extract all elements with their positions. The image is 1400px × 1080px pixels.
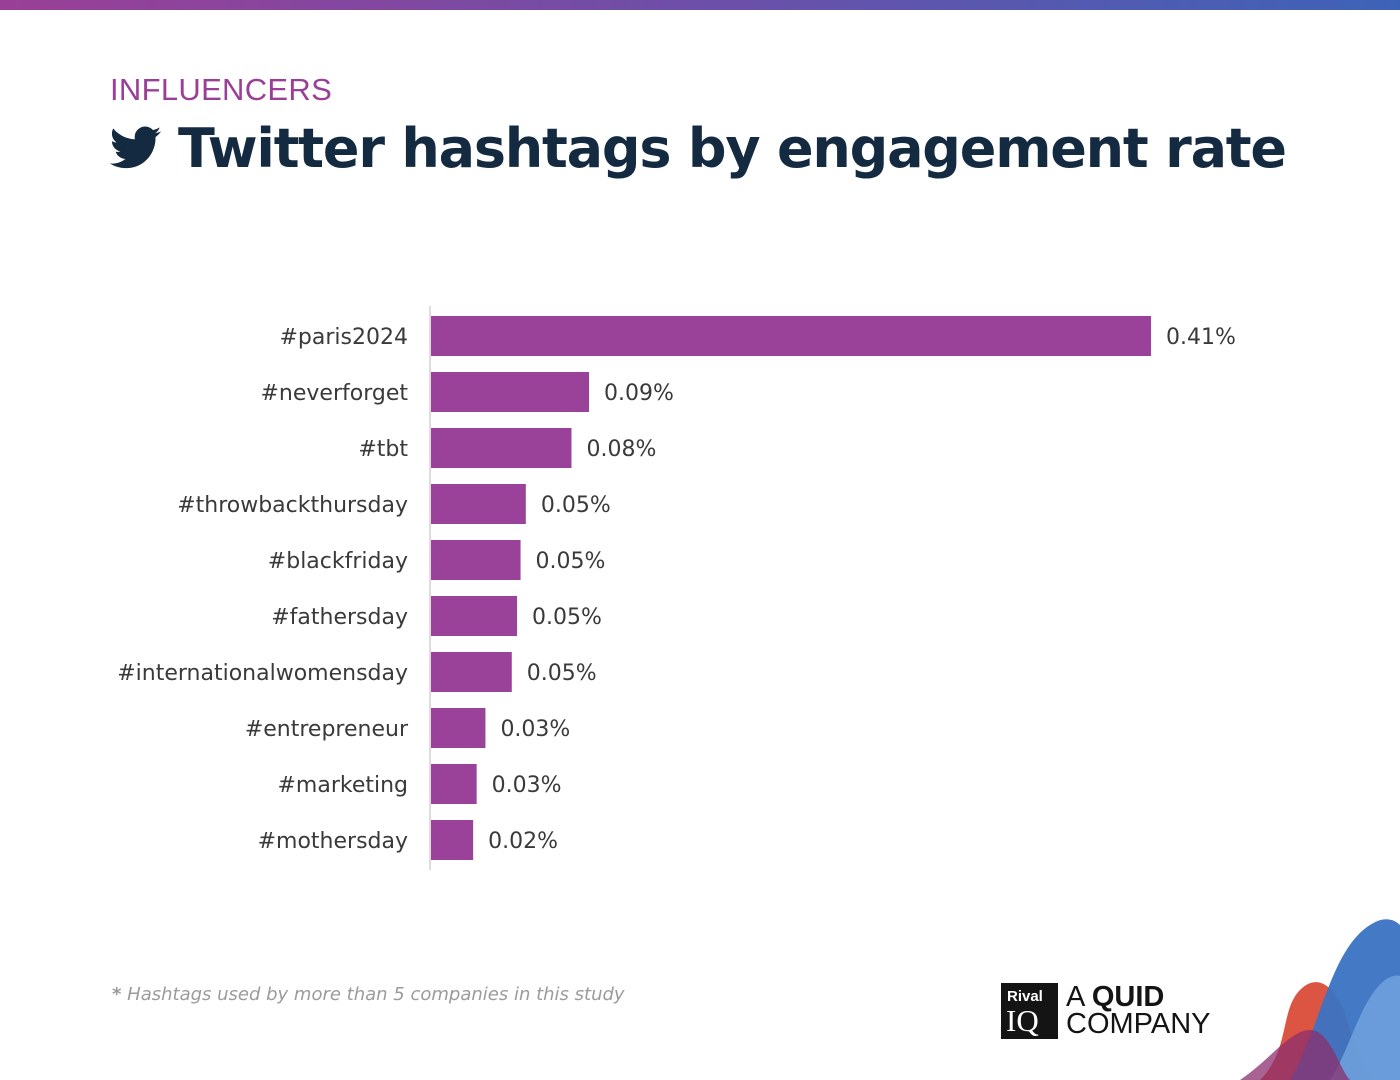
value-label: 0.03% — [492, 773, 562, 798]
decorative-waves — [1240, 919, 1400, 1080]
brand-text-company: COMPANY — [1066, 1008, 1211, 1040]
bar — [431, 540, 521, 580]
bar — [431, 820, 474, 860]
category-label: #throwbackthursday — [177, 493, 408, 518]
value-label: 0.02% — [488, 829, 558, 854]
category-label: #marketing — [277, 773, 408, 798]
logo-text-iq: IQ — [1006, 1003, 1039, 1038]
category-label: #tbt — [358, 437, 408, 462]
category-label: #fathersday — [271, 605, 408, 630]
bar — [431, 652, 512, 692]
top-gradient-bar — [0, 0, 1400, 10]
value-label: 0.03% — [500, 717, 570, 742]
value-label: 0.05% — [541, 493, 611, 518]
category-label: #paris2024 — [280, 325, 409, 350]
bar — [431, 316, 1151, 356]
category-label: #internationalwomensday — [117, 661, 408, 686]
rival-iq-logo: Rival IQ — [1001, 983, 1058, 1039]
value-label: 0.08% — [586, 437, 656, 462]
bar — [431, 372, 590, 412]
category-label: #mothersday — [258, 829, 408, 854]
twitter-bird-icon — [110, 126, 162, 169]
logo-text-rival: Rival — [1007, 988, 1043, 1005]
value-label: 0.05% — [532, 605, 602, 630]
bar — [431, 484, 526, 524]
value-label: 0.05% — [527, 661, 597, 686]
bar — [431, 708, 486, 748]
brand-tagline: A QUID COMPANY — [1066, 981, 1211, 1040]
footnote-text: Hashtags used by more than 5 companies i… — [127, 984, 625, 1005]
title-row: Twitter hashtags by engagement rate — [110, 112, 1287, 184]
bar — [431, 428, 572, 468]
value-label: 0.41% — [1166, 325, 1236, 350]
value-label: 0.09% — [604, 381, 674, 406]
brand-logo: Rival IQ A QUID COMPANY — [1001, 983, 1210, 1039]
chart-title: Twitter hashtags by engagement rate — [178, 116, 1287, 180]
category-label: #blackfriday — [268, 549, 408, 574]
category-label: #entrepreneur — [245, 717, 409, 742]
brand-text-quid: QUID — [1091, 981, 1165, 1013]
footnote: * Hashtags used by more than 5 companies… — [112, 984, 625, 1005]
bar — [431, 764, 477, 804]
brand-text-a: A — [1066, 981, 1084, 1013]
category-label: INFLUENCERS — [110, 72, 333, 107]
value-label: 0.05% — [536, 549, 606, 574]
footnote-star: * — [112, 984, 122, 1005]
bar — [431, 596, 518, 636]
category-label: #neverforget — [260, 381, 408, 406]
